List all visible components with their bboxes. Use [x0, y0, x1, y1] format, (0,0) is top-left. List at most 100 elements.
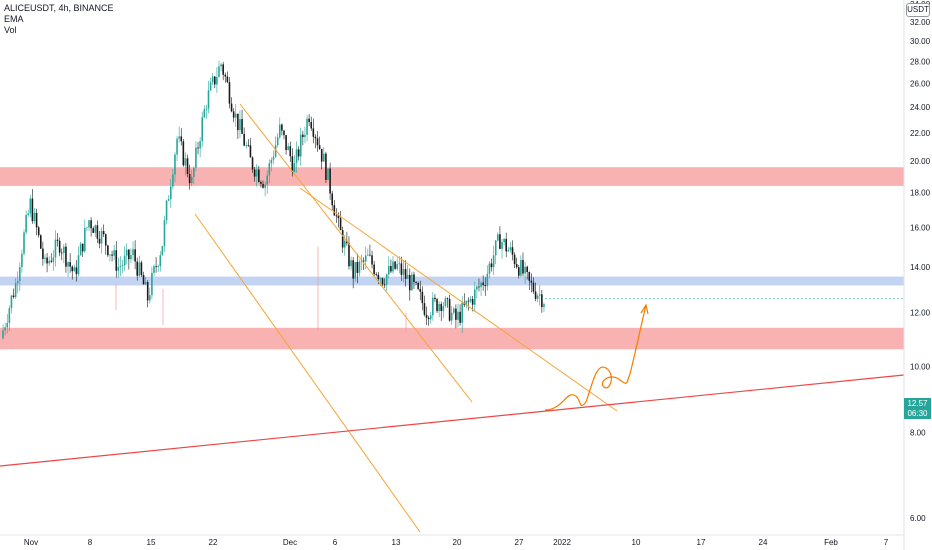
candle-body[interactable] — [213, 76, 216, 85]
candle-body[interactable] — [513, 254, 516, 265]
trendline-orange-2[interactable] — [239, 103, 473, 403]
candle-body[interactable] — [151, 272, 153, 296]
candle-body[interactable] — [237, 113, 239, 131]
candle-body[interactable] — [146, 282, 149, 301]
candle-body[interactable] — [10, 295, 13, 309]
candle-body[interactable] — [149, 295, 151, 301]
symbol-label[interactable]: ALICEUSDT, 4h, BINANCE — [4, 3, 114, 13]
candle-body[interactable] — [12, 295, 15, 298]
candle-body[interactable] — [234, 113, 237, 118]
candle-body[interactable] — [107, 245, 109, 256]
candle-body[interactable] — [538, 294, 541, 296]
candle-body[interactable] — [132, 249, 134, 256]
candle-body[interactable] — [230, 103, 233, 112]
candle-body[interactable] — [188, 174, 191, 184]
candle-body[interactable] — [425, 314, 428, 318]
candle-body[interactable] — [174, 154, 176, 175]
candle-body[interactable] — [140, 262, 143, 275]
candle-body[interactable] — [499, 234, 501, 249]
candle-body[interactable] — [293, 163, 296, 172]
candle-body[interactable] — [176, 138, 178, 155]
candle-body[interactable] — [408, 275, 411, 291]
candle-body[interactable] — [302, 134, 304, 138]
candle-body[interactable] — [453, 308, 455, 313]
candle-body[interactable] — [88, 220, 90, 228]
candle-body[interactable] — [501, 242, 503, 249]
candle-body[interactable] — [381, 278, 384, 285]
candle-body[interactable] — [167, 199, 170, 201]
projection-path[interactable] — [544, 304, 647, 411]
candle-body[interactable] — [383, 284, 386, 286]
candle-body[interactable] — [308, 118, 310, 123]
candle-body[interactable] — [226, 76, 229, 83]
candle-body[interactable] — [71, 266, 74, 272]
candle-body[interactable] — [316, 138, 319, 146]
candle-body[interactable] — [260, 181, 262, 184]
candle-body[interactable] — [281, 124, 283, 131]
candle-body[interactable] — [450, 312, 453, 321]
candle-body[interactable] — [48, 260, 50, 264]
candle-body[interactable] — [354, 261, 357, 279]
candle-body[interactable] — [274, 145, 277, 157]
candle-body[interactable] — [79, 243, 82, 256]
candle-body[interactable] — [86, 227, 88, 229]
candle-body[interactable] — [314, 136, 317, 139]
candle-body[interactable] — [276, 137, 279, 146]
candle-body[interactable] — [25, 215, 27, 233]
candle-body[interactable] — [438, 303, 440, 312]
candle-body[interactable] — [159, 255, 162, 267]
candle-body[interactable] — [471, 299, 474, 305]
candle-body[interactable] — [54, 239, 57, 258]
candle-body[interactable] — [283, 130, 285, 136]
candle-body[interactable] — [52, 257, 55, 262]
candle-body[interactable] — [100, 231, 103, 244]
candle-body[interactable] — [268, 163, 271, 176]
candle-body[interactable] — [339, 218, 342, 231]
candle-body[interactable] — [224, 74, 227, 77]
candle-body[interactable] — [134, 249, 136, 262]
candle-body[interactable] — [247, 145, 250, 147]
candle-body[interactable] — [197, 147, 199, 149]
candle-body[interactable] — [371, 255, 373, 265]
volume-indicator-label[interactable]: Vol — [4, 25, 17, 35]
candle-body[interactable] — [411, 274, 413, 291]
candle-body[interactable] — [304, 134, 306, 138]
candle-body[interactable] — [35, 212, 38, 228]
candle-body[interactable] — [123, 255, 126, 266]
candle-body[interactable] — [423, 303, 426, 315]
candle-body[interactable] — [287, 146, 289, 151]
candle-body[interactable] — [42, 248, 44, 259]
candle-body[interactable] — [75, 267, 78, 275]
candle-body[interactable] — [121, 265, 124, 266]
candle-body[interactable] — [526, 266, 528, 273]
candle-body[interactable] — [207, 90, 210, 109]
candle-body[interactable] — [356, 261, 359, 273]
candle-body[interactable] — [14, 283, 17, 298]
candle-body[interactable] — [480, 282, 482, 288]
candle-body[interactable] — [461, 302, 463, 323]
candle-body[interactable] — [172, 174, 174, 187]
candle-body[interactable] — [455, 308, 457, 320]
candle-body[interactable] — [528, 272, 531, 281]
candle-body[interactable] — [27, 213, 30, 216]
candle-body[interactable] — [394, 261, 396, 269]
candle-body[interactable] — [350, 260, 352, 267]
candle-body[interactable] — [65, 246, 67, 267]
zone-resistance[interactable] — [0, 167, 904, 186]
candle-body[interactable] — [81, 243, 84, 252]
candle-body[interactable] — [505, 238, 508, 252]
candle-body[interactable] — [497, 234, 499, 241]
candle-body[interactable] — [310, 122, 313, 129]
candle-body[interactable] — [473, 289, 476, 305]
candle-body[interactable] — [186, 158, 189, 175]
candle-body[interactable] — [295, 149, 298, 164]
candle-body[interactable] — [102, 231, 105, 235]
zone-mid[interactable] — [0, 276, 904, 286]
candle-body[interactable] — [352, 260, 354, 279]
candle-body[interactable] — [46, 257, 48, 264]
candle-body[interactable] — [258, 169, 260, 182]
candle-body[interactable] — [364, 255, 367, 262]
candle-body[interactable] — [343, 240, 346, 248]
candle-body[interactable] — [253, 169, 256, 177]
candle-body[interactable] — [161, 246, 164, 256]
